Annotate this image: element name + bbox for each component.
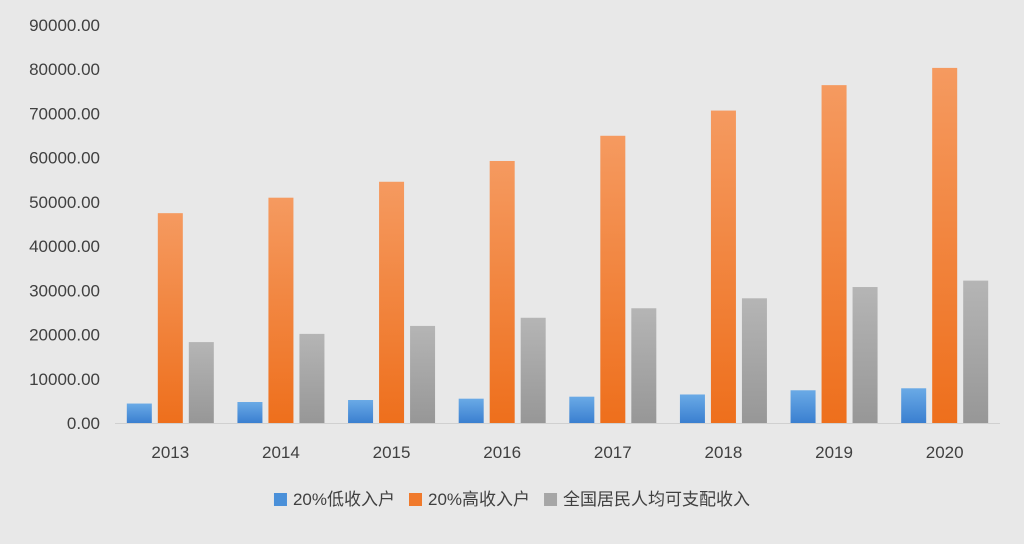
y-tick-label: 40000.00 [29,237,100,256]
bar-high-income-2018 [710,110,736,423]
bar-low-income-2013 [126,403,152,423]
bar-low-income-2017 [569,396,595,423]
bar-high-income-2014 [268,197,294,423]
y-tick-label: 20000.00 [29,326,100,345]
x-axis: 2013 2014 2015 2016 2017 2018 2019 2020 [151,443,963,462]
legend: 20%低收入户 20%高收入户 全国居民人均可支配收入 [273,490,750,509]
bar-national-average-2017 [631,308,657,423]
legend-swatch [409,493,422,506]
bar-low-income-2020 [901,388,927,423]
legend-swatch [544,493,558,506]
x-tick-label: 2013 [151,443,189,462]
bar-low-income-2016 [458,398,484,423]
y-tick-label: 70000.00 [29,104,100,123]
y-tick-label: 60000.00 [29,149,100,168]
bar-high-income-2020 [932,67,958,423]
x-tick-label: 2018 [705,443,743,462]
y-axis: 0.00 10000.00 20000.00 30000.00 40000.00 5000… [29,16,100,433]
bar-high-income-2013 [157,213,183,423]
bar-national-average-2020 [963,280,989,423]
x-tick-label: 2014 [262,443,300,462]
bar-national-average-2013 [188,342,214,423]
legend-swatch [273,493,287,506]
y-tick-label: 90000.00 [29,16,100,35]
legend-item-national-average: 全国居民人均可支配收入 [544,490,750,509]
bar-national-average-2015 [410,325,436,423]
bar-national-average-2014 [299,333,325,423]
y-tick-label: 50000.00 [29,193,100,212]
x-tick-label: 2015 [373,443,411,462]
legend-label: 全国居民人均可支配收入 [563,490,750,509]
y-tick-label: 0.00 [67,414,100,433]
bar-high-income-2016 [489,160,515,423]
bar-low-income-2014 [237,401,263,423]
x-tick-label: 2017 [594,443,632,462]
bar-low-income-2019 [790,390,816,423]
bar-national-average-2016 [520,317,546,423]
bar-national-average-2019 [852,287,878,423]
bar-low-income-2018 [679,394,705,423]
bars [126,67,989,424]
bar-national-average-2018 [741,298,767,423]
legend-item-high-income: 20%高收入户 [409,490,530,509]
y-tick-label: 80000.00 [29,60,100,79]
legend-item-low-income: 20%低收入户 [273,490,395,509]
y-tick-label: 10000.00 [29,370,100,389]
x-tick-label: 2016 [483,443,521,462]
legend-label: 20%低收入户 [293,490,395,509]
y-tick-label: 30000.00 [29,281,100,300]
bar-high-income-2017 [600,135,626,423]
legend-label: 20%高收入户 [428,490,530,509]
bar-high-income-2019 [821,85,847,424]
x-tick-label: 2020 [926,443,964,462]
bar-low-income-2015 [348,400,374,423]
bar-high-income-2015 [379,181,405,423]
x-tick-label: 2019 [815,443,853,462]
